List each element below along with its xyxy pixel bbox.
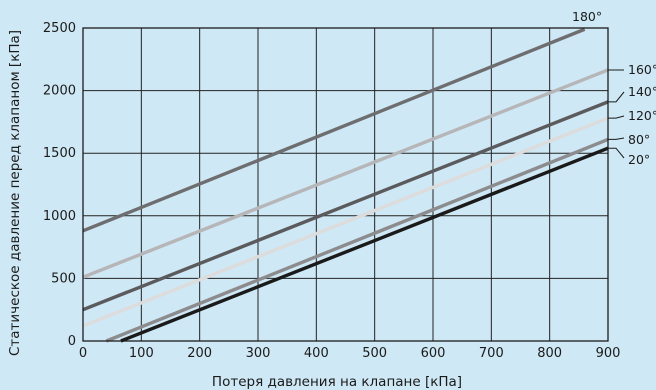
y-tick-label: 2000 bbox=[43, 84, 76, 99]
plot-frame bbox=[82, 27, 609, 342]
series-label-leader bbox=[608, 137, 625, 140]
x-tick-label: 0 bbox=[79, 346, 87, 361]
series-label-leader bbox=[608, 91, 625, 103]
x-tick-label: 500 bbox=[362, 346, 387, 361]
x-tick-label: 600 bbox=[421, 346, 446, 361]
x-axis-title: Потеря давления на клапане [кПа] bbox=[212, 374, 462, 390]
series-line-5 bbox=[120, 146, 609, 343]
y-tick-label: 2500 bbox=[43, 21, 76, 36]
series-label-3: 120° bbox=[628, 108, 656, 123]
x-tick-label: 700 bbox=[479, 346, 504, 361]
series-line-4 bbox=[105, 137, 609, 343]
series-lines bbox=[82, 27, 609, 343]
series-label-1: 160° bbox=[628, 62, 656, 77]
series-line-0 bbox=[82, 27, 586, 233]
y-tick-label: 1500 bbox=[43, 146, 76, 161]
series-line-1 bbox=[82, 68, 609, 279]
x-tick-label: 100 bbox=[129, 346, 154, 361]
series-line-3 bbox=[82, 116, 609, 328]
y-tick-label: 500 bbox=[51, 271, 76, 286]
y-tick-label: 0 bbox=[68, 334, 76, 349]
series-line-2 bbox=[82, 100, 609, 312]
series-label-leader bbox=[608, 115, 625, 119]
plot-border bbox=[82, 27, 609, 342]
series-label-4: 80° bbox=[628, 132, 650, 147]
x-tick-label: 300 bbox=[246, 346, 271, 361]
x-tick-label: 800 bbox=[537, 346, 562, 361]
series-label-0: 180° bbox=[572, 9, 602, 24]
series-label-leader bbox=[608, 147, 625, 159]
series-labels: 180° 160° 140° 120° 80° 20° bbox=[572, 9, 656, 167]
x-tick-label: 900 bbox=[596, 346, 621, 361]
series-label-2: 140° bbox=[628, 84, 656, 99]
y-tick-label: 1000 bbox=[43, 209, 76, 224]
y-tick-labels: 0 500 1000 1500 2000 2500 bbox=[43, 21, 76, 349]
x-tick-labels: 0 100 200 300 400 500 600 700 800 900 bbox=[79, 346, 621, 361]
y-axis-title: Статическое давление перед клапаном [кПа… bbox=[7, 30, 23, 356]
x-tick-label: 400 bbox=[304, 346, 329, 361]
x-tick-label: 200 bbox=[187, 346, 212, 361]
series-label-5: 20° bbox=[628, 152, 650, 167]
